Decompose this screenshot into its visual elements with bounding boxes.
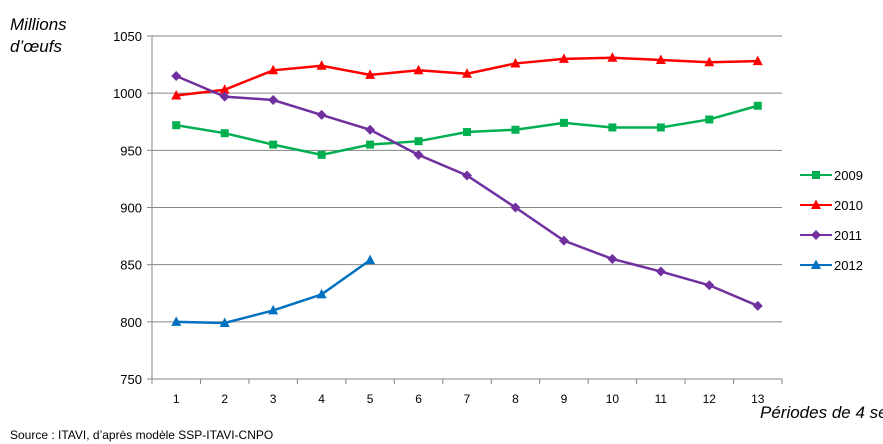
data-point (268, 95, 279, 106)
legend-item-2011: 2011 (800, 220, 863, 250)
legend-swatch (800, 229, 832, 241)
data-point (365, 124, 376, 135)
y-tick-label: 1000 (113, 86, 142, 101)
legend-label: 2012 (834, 257, 863, 273)
x-axis-label: Périodes de 4 semaines (760, 403, 883, 422)
data-point (462, 170, 472, 181)
legend-swatch (800, 169, 832, 181)
data-point (607, 253, 618, 264)
x-tick-label: 9 (561, 392, 568, 406)
data-point (656, 123, 665, 132)
data-point (171, 71, 182, 82)
data-point (705, 115, 714, 124)
data-point (316, 288, 327, 299)
series-2011 (171, 71, 763, 311)
data-point (317, 150, 326, 159)
x-tick-label: 6 (415, 392, 422, 406)
x-tick-label: 12 (703, 392, 717, 406)
data-point (413, 64, 424, 75)
data-point (510, 202, 521, 213)
legend-swatch (800, 199, 832, 211)
source-note: Source : ITAVI, d’après modèle SSP-ITAVI… (10, 428, 274, 442)
data-point (365, 69, 376, 79)
data-point (316, 109, 327, 120)
legend-marker (812, 171, 820, 179)
data-point (655, 266, 666, 277)
data-point (558, 53, 569, 63)
data-point (219, 317, 230, 327)
series-2012 (171, 254, 376, 327)
y-tick-label: 900 (120, 201, 142, 216)
x-tick-label: 4 (318, 392, 325, 406)
legend-swatch (800, 259, 832, 271)
data-point (608, 123, 617, 132)
legend-marker (811, 230, 821, 240)
y-tick-label: 950 (120, 143, 142, 158)
data-point (365, 254, 376, 265)
legend-label: 2011 (834, 227, 862, 243)
legend-label: 2010 (834, 197, 863, 213)
x-tick-label: 8 (512, 392, 519, 406)
data-point (172, 121, 181, 130)
data-point (171, 316, 182, 326)
data-point (413, 149, 424, 160)
legend-item-2012: 2012 (800, 250, 863, 280)
data-point (269, 140, 278, 149)
data-point (268, 64, 279, 75)
x-tick-label: 2 (221, 392, 228, 406)
data-point (655, 54, 666, 65)
data-point (414, 137, 423, 146)
x-tick-label: 7 (464, 392, 471, 406)
data-point (462, 68, 472, 78)
legend-label: 2009 (834, 167, 863, 183)
data-point (752, 300, 763, 311)
data-point (510, 57, 521, 68)
data-point (220, 129, 229, 138)
legend-item-2010: 2010 (800, 190, 863, 220)
data-point (171, 89, 182, 100)
x-tick-label: 10 (606, 392, 620, 406)
series-2010 (171, 52, 763, 100)
data-point (558, 235, 569, 246)
x-tick-label: 11 (655, 392, 668, 406)
legend-marker (811, 260, 821, 269)
data-point (511, 125, 520, 134)
series-2009 (172, 101, 762, 159)
data-point (268, 304, 279, 315)
x-tick-label: 5 (367, 392, 374, 406)
data-point (463, 128, 471, 137)
data-point (559, 118, 568, 127)
data-point (219, 84, 230, 94)
y-tick-label: 750 (120, 372, 142, 387)
data-point (366, 140, 375, 149)
y-tick-label: 850 (120, 258, 142, 273)
y-tick-label: 1050 (113, 29, 142, 44)
y-axis-label: Millions d’œufs (10, 15, 67, 56)
data-point (704, 280, 715, 291)
legend-item-2009: 2009 (800, 160, 863, 190)
x-tick-label: 3 (270, 392, 277, 406)
data-point (752, 55, 763, 66)
data-point (607, 52, 618, 62)
data-point (316, 60, 327, 70)
data-point (704, 56, 715, 67)
legend: 2009 2010 2011 2012 (800, 160, 863, 280)
series-line (175, 74, 759, 307)
y-tick-label: 800 (120, 315, 142, 330)
legend-marker (811, 200, 821, 209)
x-tick-label: 1 (173, 392, 180, 406)
data-point (753, 101, 762, 110)
x-tick-label: 13 (751, 392, 765, 406)
data-point (219, 91, 230, 102)
